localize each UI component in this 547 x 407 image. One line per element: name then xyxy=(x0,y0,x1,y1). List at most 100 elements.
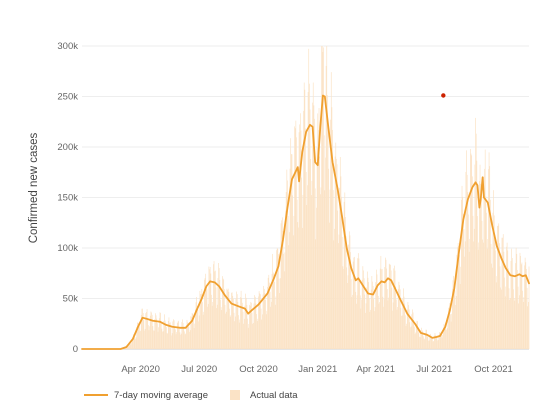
actual-data-bar xyxy=(257,318,259,349)
actual-data-bar xyxy=(222,276,223,349)
actual-data-bar xyxy=(160,322,162,349)
actual-data-bar xyxy=(133,334,135,349)
actual-data-bar xyxy=(508,268,509,349)
actual-data-bar xyxy=(204,278,206,349)
actual-data-bar xyxy=(494,235,496,349)
actual-data-bar xyxy=(493,215,495,349)
actual-data-bar xyxy=(135,337,137,349)
actual-data-bar xyxy=(142,313,144,349)
actual-data-bar xyxy=(220,299,221,349)
actual-data-bar xyxy=(185,333,187,349)
actual-data-bar xyxy=(488,169,489,349)
actual-data-bar xyxy=(447,314,449,349)
actual-data-bar xyxy=(149,326,150,349)
actual-data-bar xyxy=(144,328,146,349)
actual-data-bar xyxy=(421,327,422,349)
actual-data-bar xyxy=(354,278,356,349)
actual-data-bar xyxy=(280,278,281,349)
actual-data-bar xyxy=(346,267,348,349)
actual-data-bar xyxy=(366,287,368,349)
actual-data-bar xyxy=(290,138,292,349)
actual-data-bar xyxy=(140,314,142,349)
actual-data-bar xyxy=(182,323,184,349)
actual-data-bar xyxy=(210,273,212,349)
actual-data-bar xyxy=(215,287,217,349)
actual-data-bar xyxy=(125,347,127,349)
actual-data-bar xyxy=(214,270,216,349)
actual-data-bar xyxy=(416,320,418,349)
actual-data-bar xyxy=(428,340,429,349)
actual-data-bar xyxy=(519,252,521,349)
actual-data-bar xyxy=(230,315,232,349)
actual-data-bar xyxy=(437,340,438,349)
actual-data-bar xyxy=(393,268,395,349)
actual-data-bar xyxy=(468,251,470,349)
actual-data-bar xyxy=(450,321,452,349)
actual-data-bar xyxy=(272,272,274,349)
actual-data-bar xyxy=(288,245,290,349)
actual-data-bar xyxy=(207,306,208,349)
actual-data-bar xyxy=(505,286,507,349)
actual-data-bar xyxy=(184,334,186,349)
actual-data-bar xyxy=(243,318,245,349)
actual-data-bar xyxy=(404,315,406,349)
actual-data-bar xyxy=(271,273,273,349)
actual-data-bar xyxy=(321,46,322,349)
actual-data-bar xyxy=(324,190,326,349)
actual-data-bar xyxy=(234,321,235,349)
actual-data-bar xyxy=(196,305,198,349)
legend-item-moving-average[interactable]: 7-day moving average xyxy=(84,390,208,401)
actual-data-bar xyxy=(345,236,347,349)
actual-data-bar xyxy=(397,289,399,349)
actual-data-bar xyxy=(169,322,171,349)
actual-data-bar xyxy=(457,247,458,349)
actual-data-bar xyxy=(333,240,335,349)
actual-data-bar xyxy=(276,250,277,349)
actual-data-bar xyxy=(277,248,279,349)
actual-data-bar xyxy=(402,298,404,349)
actual-data-bar xyxy=(414,326,415,349)
actual-data-bar xyxy=(204,279,205,349)
actual-data-bar xyxy=(370,289,372,349)
actual-data-bar xyxy=(137,322,138,349)
actual-data-bar xyxy=(247,327,249,349)
actual-data-bar xyxy=(310,195,312,349)
actual-data-bar xyxy=(223,279,225,349)
actual-data-bar xyxy=(229,308,230,349)
legend-item-actual-data[interactable]: Actual data xyxy=(230,390,298,401)
actual-data-bar xyxy=(296,137,297,349)
actual-data-bar xyxy=(456,254,458,349)
actual-data-bar xyxy=(391,287,393,349)
actual-data-bar xyxy=(235,298,237,349)
actual-data-bar xyxy=(415,323,417,349)
actual-data-bar xyxy=(231,292,233,349)
actual-data-bar xyxy=(380,255,382,349)
actual-data-bar xyxy=(477,216,478,349)
actual-data-bar xyxy=(455,296,457,349)
actual-data-bar xyxy=(425,329,427,349)
actual-data-bar xyxy=(335,142,337,349)
actual-data-bar xyxy=(289,232,290,349)
actual-data-bar xyxy=(198,315,200,349)
actual-data-bar xyxy=(149,315,151,349)
actual-data-bar xyxy=(442,327,444,349)
actual-data-bar xyxy=(446,330,447,349)
actual-data-bar xyxy=(173,319,174,349)
actual-data-bar xyxy=(419,337,421,349)
actual-data-bar xyxy=(252,323,254,349)
actual-data-bar xyxy=(435,335,436,349)
actual-data-bar xyxy=(507,250,509,349)
actual-data-bar xyxy=(260,308,262,349)
actual-data-bar xyxy=(426,333,428,349)
actual-data-bar xyxy=(340,176,342,349)
actual-data-bar xyxy=(513,298,515,349)
actual-data-bar xyxy=(334,228,335,349)
actual-data-bar xyxy=(452,280,454,349)
actual-data-bar xyxy=(500,289,502,349)
actual-data-bar xyxy=(135,339,136,349)
actual-data-bar xyxy=(455,305,456,349)
actual-data-bar xyxy=(484,149,486,349)
actual-data-bar xyxy=(433,335,435,349)
actual-data-bar xyxy=(280,223,282,349)
actual-data-bar xyxy=(524,265,525,349)
